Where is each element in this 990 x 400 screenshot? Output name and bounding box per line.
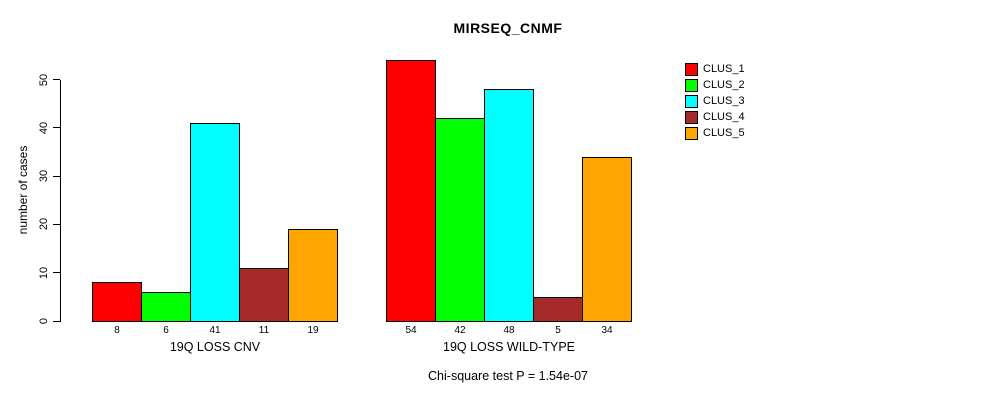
legend: CLUS_1 CLUS_2 CLUS_3 CLUS_4 CLUS_5	[685, 62, 745, 143]
chart-title: MIRSEQ_CNMF	[453, 20, 563, 36]
group-label-19q-loss-wild-type: 19Q LOSS WILD-TYPE	[443, 340, 575, 354]
bar-CLUS_4-19q-loss-cnv	[239, 267, 289, 322]
y-tick-mark	[53, 272, 60, 274]
legend-swatch-clus_2	[685, 78, 698, 92]
bar-value-label: 48	[503, 325, 515, 336]
y-axis-line	[60, 79, 61, 322]
chi-square-annotation: Chi-square test P = 1.54e-07	[428, 369, 588, 383]
y-tick-mark	[53, 223, 60, 225]
y-tick-label: 0	[38, 317, 50, 325]
bar-CLUS_3-19q-loss-cnv	[190, 122, 240, 322]
legend-swatch-clus_3	[685, 94, 698, 108]
y-tick-mark	[53, 127, 60, 129]
y-tick-mark	[53, 79, 60, 80]
bar-CLUS_2-19q-loss-wild-type	[435, 118, 485, 322]
y-tick-label: 30	[38, 169, 50, 183]
bar-value-label: 6	[163, 325, 169, 336]
y-tick-label: 10	[38, 266, 50, 279]
bar-CLUS_3-19q-loss-wild-type	[484, 89, 534, 322]
legend-swatch-clus_1	[685, 62, 698, 76]
legend-item-clus_2: CLUS_2	[685, 78, 745, 92]
legend-label: CLUS_3	[703, 95, 745, 107]
y-axis-label: number of cases	[16, 145, 30, 235]
legend-item-clus_3: CLUS_3	[685, 94, 745, 108]
legend-label: CLUS_1	[703, 63, 745, 75]
legend-item-clus_5: CLUS_5	[685, 126, 745, 140]
bar-CLUS_1-19q-loss-cnv	[92, 282, 142, 322]
legend-item-clus_1: CLUS_1	[685, 62, 745, 76]
bar-value-label: 54	[405, 325, 417, 336]
bar-CLUS_5-19q-loss-cnv	[288, 229, 338, 322]
y-tick-label: 40	[38, 121, 50, 134]
bar-value-label: 11	[258, 325, 270, 336]
bar-value-label: 8	[114, 325, 120, 336]
bar-value-label: 19	[307, 325, 319, 336]
legend-label: CLUS_2	[703, 79, 745, 91]
legend-item-clus_4: CLUS_4	[685, 110, 745, 124]
legend-label: CLUS_4	[703, 111, 745, 123]
bar-CLUS_1-19q-loss-wild-type	[386, 60, 436, 322]
bar-value-label: 5	[555, 325, 561, 336]
y-tick-label: 20	[38, 218, 50, 231]
bar-CLUS_2-19q-loss-cnv	[141, 292, 191, 322]
y-tick-label: 50	[38, 73, 50, 86]
legend-swatch-clus_4	[685, 110, 698, 124]
y-tick-mark	[53, 320, 60, 322]
bar-value-label: 42	[454, 325, 466, 336]
group-label-19q-loss-cnv: 19Q LOSS CNV	[169, 340, 261, 354]
bar-CLUS_4-19q-loss-wild-type	[533, 296, 583, 322]
legend-swatch-clus_5	[685, 126, 698, 140]
bar-value-label: 41	[209, 325, 221, 336]
bar-CLUS_5-19q-loss-wild-type	[582, 156, 632, 322]
legend-label: CLUS_5	[703, 127, 745, 139]
bar-value-label: 34	[601, 325, 613, 336]
y-tick-mark	[53, 175, 60, 177]
